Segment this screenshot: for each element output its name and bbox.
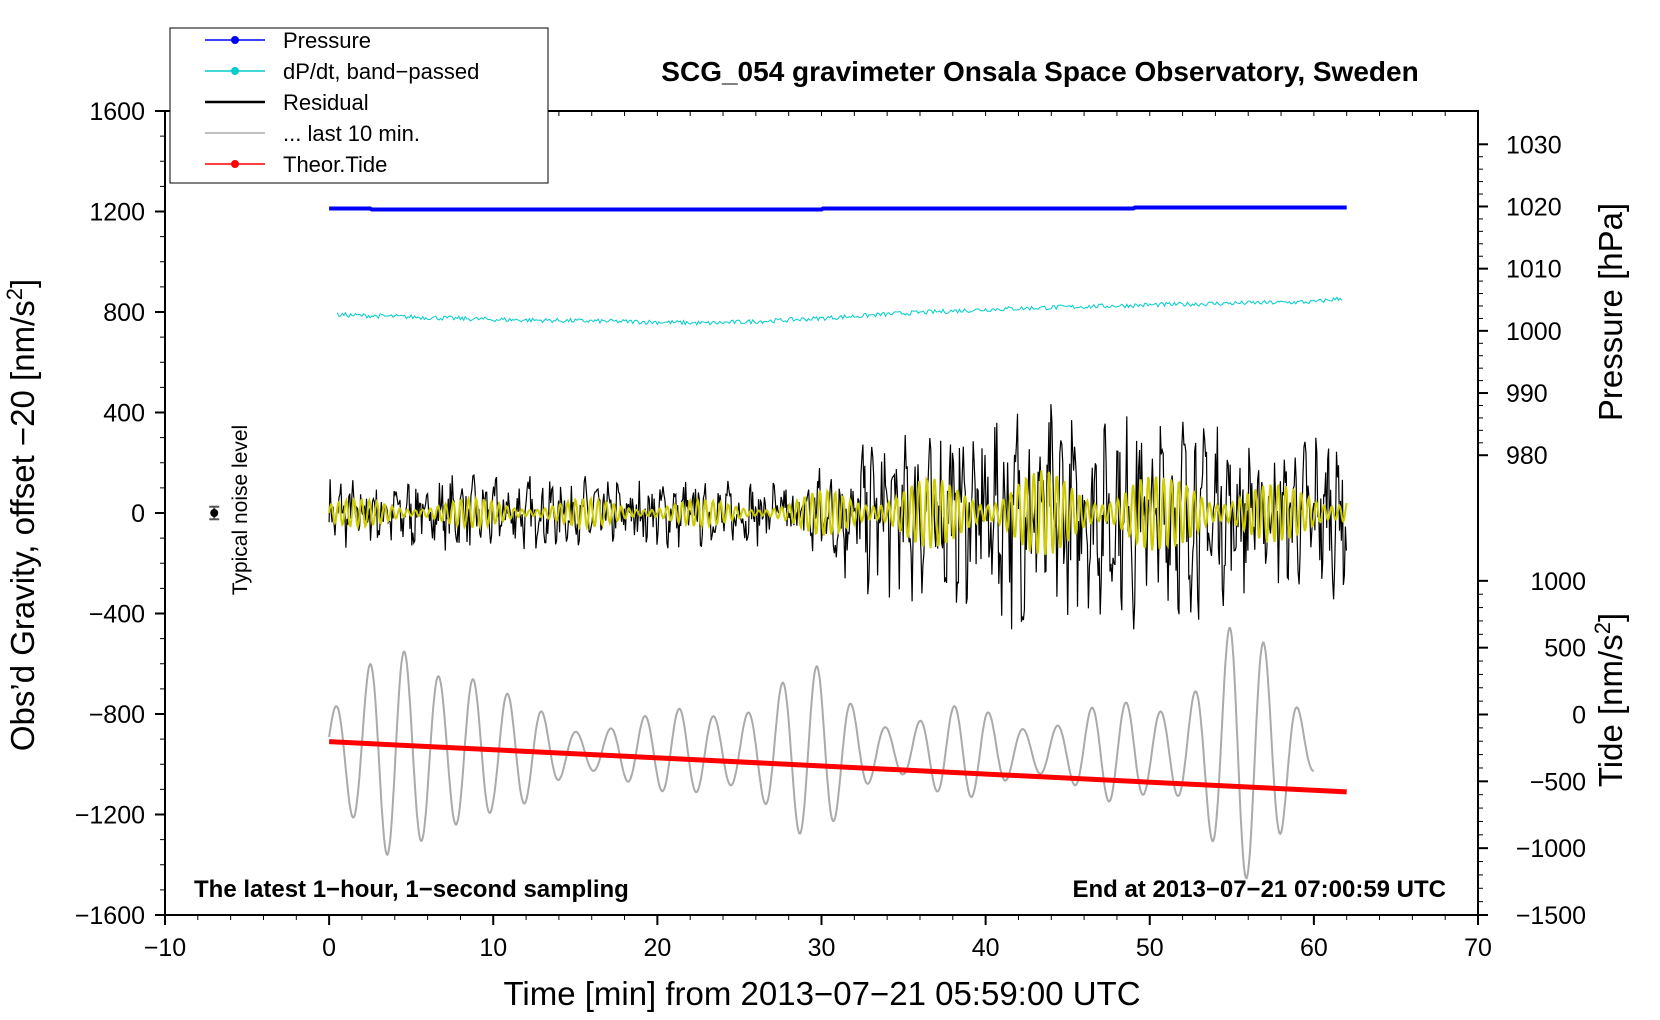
series-theor-tide — [329, 739, 1347, 795]
tide-tick-label: −1500 — [1516, 902, 1586, 930]
y-axis-title: Obs’d Gravity, offset −20 [nm/s2] — [2, 279, 41, 751]
pressure-tick-label: 1010 — [1506, 256, 1562, 284]
x-tick-label: 70 — [1464, 934, 1492, 962]
annotation-bottom-left: The latest 1−hour, 1−second sampling — [194, 876, 629, 903]
legend-label: Pressure — [283, 28, 371, 53]
x-tick-label: 10 — [479, 934, 507, 962]
y-tick-label: 1600 — [89, 98, 145, 126]
pressure-tick-label: 990 — [1506, 380, 1548, 408]
tide-axis-title: Tide [nm/s2] — [1590, 613, 1629, 787]
y-tick-label: −800 — [89, 701, 145, 729]
annotation-bottom-right: End at 2013−07−21 07:00:59 UTC — [1072, 876, 1446, 903]
pressure-tick-label: 980 — [1506, 442, 1548, 470]
series-dpdt — [336, 296, 1343, 326]
legend: Pressure dP/dt, band−passed Residual ... la… — [169, 27, 549, 184]
x-axis-title: Time [min] from 2013−07−21 05:59:00 UTC — [503, 975, 1140, 1012]
y-tick-label: −1200 — [75, 802, 145, 830]
y-tick-label: −1600 — [75, 902, 145, 930]
x-tick-label: 60 — [1300, 934, 1328, 962]
noise-marker — [210, 509, 219, 517]
legend-marker — [231, 160, 239, 168]
legend-marker — [231, 36, 239, 44]
tide-tick-label: −500 — [1530, 768, 1586, 796]
y-tick-label: 0 — [131, 500, 145, 528]
legend-marker — [231, 67, 239, 75]
chart-title: SCG_054 gravimeter Onsala Space Observat… — [661, 56, 1418, 87]
series-residual-filtered — [328, 470, 1348, 555]
pressure-tick-label: 1030 — [1506, 131, 1562, 159]
x-tick-label: 40 — [972, 934, 1000, 962]
noise-label: Typical noise level — [229, 425, 252, 595]
tide-tick-label: 0 — [1572, 702, 1586, 730]
tide-tick-label: 500 — [1544, 635, 1586, 663]
x-tick-label: 0 — [322, 934, 336, 962]
pressure-tick-label: 1020 — [1506, 193, 1562, 221]
x-tick-label: 20 — [643, 934, 671, 962]
series-last-10-min — [328, 626, 1314, 880]
y-tick-label: 400 — [103, 400, 145, 428]
axes-layer: −10 0 10 20 30 40 50 60 70−1600−1200−800−4000400… — [75, 98, 1586, 962]
y-tick-label: 1200 — [89, 199, 145, 227]
tide-tick-label: 1000 — [1530, 568, 1586, 596]
y-tick-label: −400 — [89, 601, 145, 629]
legend-label: Residual — [283, 90, 369, 115]
legend-label: dP/dt, band−passed — [283, 59, 479, 84]
series-layer — [209, 205, 1348, 880]
legend-label: ... last 10 min. — [283, 121, 420, 146]
series-pressure — [329, 205, 1347, 212]
x-tick-label: 30 — [808, 934, 836, 962]
y-tick-label: 800 — [103, 299, 145, 327]
tide-tick-label: −1000 — [1516, 835, 1586, 863]
pressure-axis-title: Pressure [hPa] — [1592, 203, 1629, 421]
legend-box — [169, 27, 549, 184]
pressure-tick-label: 1000 — [1506, 318, 1562, 346]
legend-label: Theor.Tide — [283, 152, 387, 177]
x-tick-label: 50 — [1136, 934, 1164, 962]
x-tick-label: −10 — [144, 934, 186, 962]
